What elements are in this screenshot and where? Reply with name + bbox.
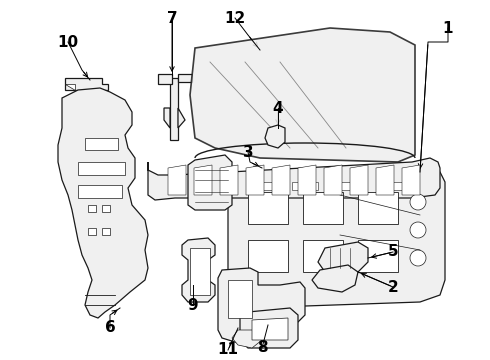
Polygon shape (248, 240, 288, 272)
Polygon shape (232, 330, 262, 348)
Polygon shape (58, 88, 148, 318)
Polygon shape (78, 162, 125, 175)
Text: 9: 9 (188, 297, 198, 312)
Polygon shape (188, 155, 232, 210)
Text: 10: 10 (57, 35, 78, 50)
Polygon shape (168, 165, 186, 195)
Text: 12: 12 (224, 10, 245, 26)
Circle shape (410, 194, 426, 210)
Polygon shape (402, 165, 420, 195)
Polygon shape (148, 158, 440, 200)
Polygon shape (170, 78, 178, 140)
Polygon shape (324, 165, 342, 195)
Polygon shape (265, 125, 285, 148)
Polygon shape (158, 74, 172, 84)
Polygon shape (85, 138, 118, 150)
Polygon shape (376, 182, 402, 190)
Polygon shape (218, 268, 305, 345)
Polygon shape (312, 265, 358, 292)
Text: 1: 1 (443, 21, 453, 36)
Polygon shape (292, 182, 318, 190)
Polygon shape (194, 165, 212, 195)
Polygon shape (240, 308, 298, 348)
Polygon shape (272, 165, 290, 195)
Polygon shape (88, 205, 96, 212)
Polygon shape (102, 205, 110, 212)
Circle shape (410, 222, 426, 238)
Polygon shape (358, 192, 398, 224)
Polygon shape (250, 182, 276, 190)
Polygon shape (248, 192, 288, 224)
Polygon shape (178, 74, 192, 82)
Polygon shape (376, 165, 394, 195)
Text: 6: 6 (105, 320, 115, 336)
Polygon shape (220, 165, 238, 195)
Polygon shape (350, 165, 368, 195)
Text: 7: 7 (167, 10, 177, 26)
Polygon shape (303, 240, 343, 272)
Circle shape (410, 250, 426, 266)
Text: 2: 2 (388, 279, 398, 294)
Polygon shape (298, 165, 316, 195)
Text: 11: 11 (218, 342, 239, 357)
Polygon shape (102, 228, 110, 235)
Text: 3: 3 (243, 144, 253, 159)
Polygon shape (178, 108, 185, 128)
Text: 5: 5 (388, 244, 398, 260)
Text: 8: 8 (257, 341, 268, 356)
Polygon shape (318, 242, 368, 272)
Polygon shape (303, 192, 343, 224)
Polygon shape (190, 28, 415, 162)
Polygon shape (246, 165, 264, 195)
Polygon shape (190, 248, 210, 295)
Polygon shape (252, 318, 288, 340)
Polygon shape (334, 182, 360, 190)
Text: 4: 4 (273, 100, 283, 116)
Polygon shape (228, 168, 445, 308)
Polygon shape (88, 228, 96, 235)
Polygon shape (65, 78, 108, 90)
Polygon shape (65, 84, 75, 90)
Polygon shape (182, 238, 215, 302)
Polygon shape (78, 185, 122, 198)
Polygon shape (164, 108, 170, 128)
Polygon shape (358, 240, 398, 272)
Polygon shape (228, 280, 252, 318)
